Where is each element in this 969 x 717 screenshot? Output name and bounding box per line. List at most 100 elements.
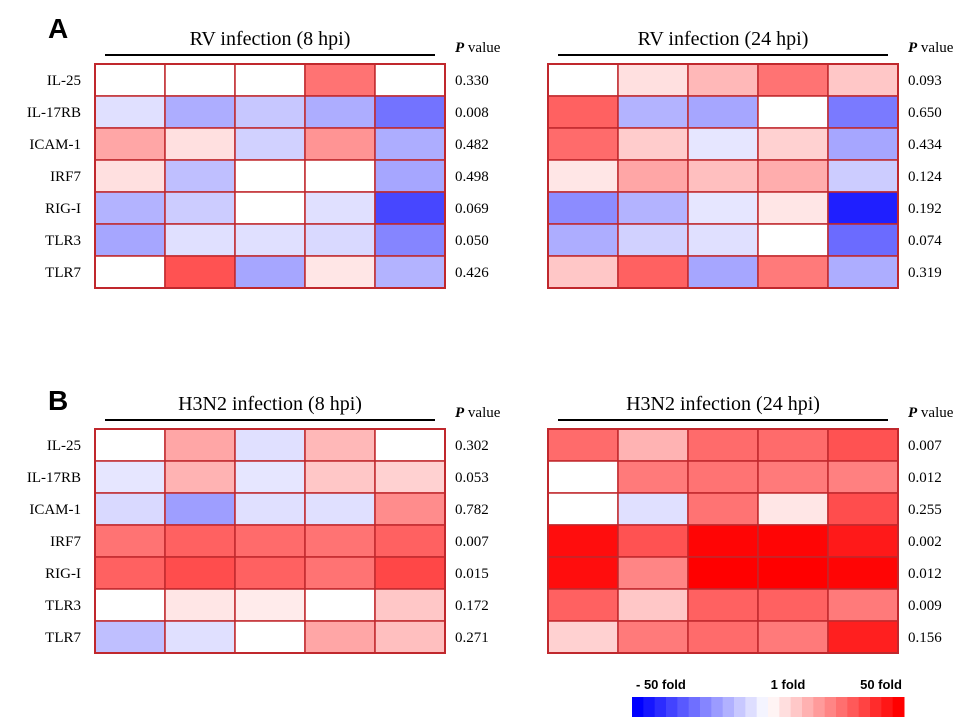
heatmap-cell <box>234 588 306 622</box>
heatmap-cell <box>617 556 689 590</box>
heatmap-cell <box>757 63 829 97</box>
pvalue-text: 0.069 <box>455 201 489 217</box>
heatmap-cell <box>687 159 759 193</box>
legend-swatch <box>870 697 882 717</box>
legend-swatch <box>688 697 701 717</box>
heatmap-cell <box>617 492 689 526</box>
legend-swatch <box>756 697 769 717</box>
pvalue-text: 0.650 <box>908 105 942 121</box>
heatmap-cell <box>164 524 236 558</box>
pvalue-text: 0.074 <box>908 233 942 249</box>
heatmap-cell <box>374 588 446 622</box>
heatmap-cell <box>827 588 899 622</box>
heatmap-cell <box>234 159 306 193</box>
heatmap-cell <box>757 191 829 225</box>
heatmap-cell <box>234 95 306 129</box>
heatmap-cell <box>164 159 236 193</box>
pvalue-text: 0.271 <box>455 630 489 646</box>
heatmap-cell <box>304 492 376 526</box>
heatmap-cell <box>757 223 829 257</box>
heatmap-cell <box>304 556 376 590</box>
legend-swatch <box>654 697 667 717</box>
row-label: ICAM-1 <box>29 137 81 153</box>
heatmap-cell <box>94 63 166 97</box>
heatmap-cell <box>234 127 306 161</box>
row-label: IL-17RB <box>27 105 81 121</box>
row-label: IRF7 <box>50 534 81 550</box>
subpanel-title: RV infection (8 hpi) <box>190 28 351 50</box>
subpanel-title: H3N2 infection (24 hpi) <box>626 393 820 415</box>
heatmap-cell <box>234 492 306 526</box>
pvalue-text: 0.007 <box>455 534 489 550</box>
pvalue-text: 0.093 <box>908 73 942 89</box>
pvalue-text: 0.782 <box>455 502 489 518</box>
heatmap-cell <box>234 63 306 97</box>
pvalue-text: 0.482 <box>455 137 489 153</box>
heatmap-cell <box>374 223 446 257</box>
heatmap-cell <box>304 63 376 97</box>
heatmap-cell <box>94 95 166 129</box>
pvalue-text: 0.192 <box>908 201 942 217</box>
heatmap-cell <box>547 588 619 622</box>
row-label: IL-25 <box>47 73 81 89</box>
pvalue-text: 0.434 <box>908 137 942 153</box>
heatmap-cell <box>827 63 899 97</box>
heatmap-cell <box>687 524 759 558</box>
heatmap-cell <box>757 255 829 289</box>
grid-frame <box>94 63 446 289</box>
pvalue-text: 0.255 <box>908 502 942 518</box>
heatmap-cell <box>687 127 759 161</box>
heatmap-cell <box>234 460 306 494</box>
heatmap-cell <box>94 127 166 161</box>
heatmap-cell <box>617 588 689 622</box>
legend-swatch <box>768 697 780 717</box>
heatmap-cell <box>374 556 446 590</box>
row-label: IL-25 <box>47 438 81 454</box>
pvalue-text: 0.498 <box>455 169 489 185</box>
heatmap-cell <box>617 428 689 462</box>
heatmap-cell <box>827 492 899 526</box>
heatmap-cell <box>827 428 899 462</box>
legend-swatch <box>813 697 826 717</box>
heatmap-cell <box>164 588 236 622</box>
heatmap-cell <box>234 191 306 225</box>
heatmap-cell <box>687 460 759 494</box>
legend-swatch <box>802 697 814 717</box>
heatmap-cell <box>827 95 899 129</box>
heatmap-cell <box>234 428 306 462</box>
pvalue-text: 0.319 <box>908 265 942 281</box>
heatmap-cell <box>687 223 759 257</box>
pvalue-text: 0.302 <box>455 438 489 454</box>
heatmap-cell <box>304 588 376 622</box>
heatmap-cell <box>757 556 829 590</box>
legend-min-label: - 50 fold <box>636 677 686 692</box>
heatmap-cell <box>687 556 759 590</box>
heatmap-cell <box>687 255 759 289</box>
heatmap-cell <box>827 223 899 257</box>
grid-frame <box>547 63 899 289</box>
panel-letter-B: B <box>48 385 68 416</box>
row-label: RIG-I <box>45 201 81 217</box>
heatmap-cell <box>304 127 376 161</box>
pvalue-text: 0.053 <box>455 470 489 486</box>
pvalue-text: 0.426 <box>455 265 489 281</box>
heatmap-cell <box>374 524 446 558</box>
heatmap-cell <box>827 255 899 289</box>
heatmap-cell <box>374 492 446 526</box>
heatmap-cell <box>827 127 899 161</box>
subpanel-title: RV infection (24 hpi) <box>638 28 809 50</box>
legend-swatch <box>711 697 724 717</box>
heatmap-cell <box>234 524 306 558</box>
heatmap-cell <box>547 191 619 225</box>
heatmap-cell <box>164 127 236 161</box>
pvalue-text: 0.156 <box>908 630 942 646</box>
heatmap-cell <box>304 223 376 257</box>
heatmap-cell <box>757 428 829 462</box>
heatmap-cell <box>304 255 376 289</box>
heatmap-cell <box>617 255 689 289</box>
pvalue-text: 0.015 <box>455 566 489 582</box>
legend-swatch <box>790 697 803 717</box>
heatmap-cell <box>547 492 619 526</box>
grid-frame <box>547 428 899 654</box>
